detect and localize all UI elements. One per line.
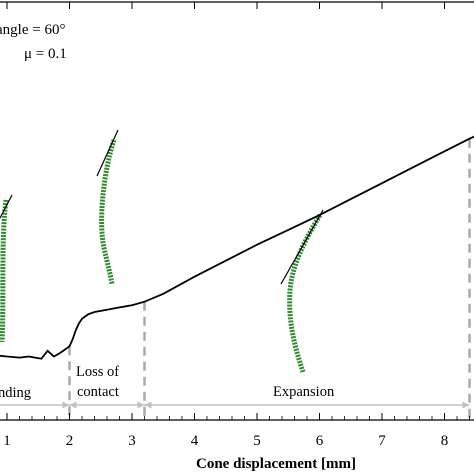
phase-label-loss-line2: contact bbox=[77, 384, 119, 400]
phase-arrows bbox=[0, 401, 470, 409]
plot-frame bbox=[0, 1, 474, 421]
x-tick-label: 8 bbox=[441, 433, 449, 449]
annotation-mu: μ = 0.1 bbox=[24, 46, 67, 62]
phase-arrow-1 bbox=[69, 401, 145, 409]
x-tick-label: 2 bbox=[66, 433, 74, 449]
x-tick-label: 3 bbox=[128, 433, 136, 449]
phase-arrow-2 bbox=[144, 401, 470, 409]
phase-label-expansion: Expansion bbox=[273, 384, 335, 400]
annotation-angle: angle = 60° bbox=[0, 22, 65, 38]
x-tick-label: 4 bbox=[191, 433, 199, 449]
deformed-shape-2 bbox=[96, 129, 119, 285]
phase-arrow-0 bbox=[0, 401, 70, 409]
phase-boundaries bbox=[68, 138, 471, 420]
phase-label-ending: nding bbox=[0, 385, 31, 401]
deformed-shape-3 bbox=[280, 209, 324, 373]
x-tick-label: 1 bbox=[3, 433, 11, 449]
deformed-shape-1 bbox=[0, 194, 13, 343]
series-line-0 bbox=[0, 135, 474, 360]
x-axis-ticks: 1 2 3 4 5 6 7 8 bbox=[3, 2, 470, 449]
phase-label-loss-line1: Loss of bbox=[76, 364, 119, 380]
x-tick-label: 7 bbox=[378, 433, 386, 449]
x-axis-label: Cone displacement [mm] bbox=[196, 456, 356, 472]
x-tick-label: 5 bbox=[253, 433, 261, 449]
x-tick-label: 6 bbox=[316, 433, 324, 449]
